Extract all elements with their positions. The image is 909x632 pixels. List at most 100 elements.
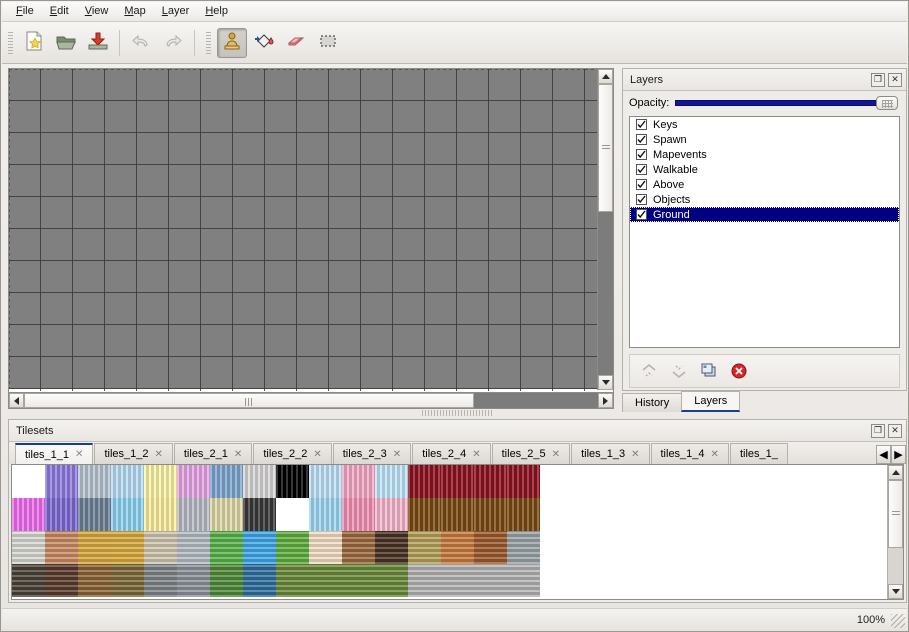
tile-swatch[interactable] bbox=[474, 531, 507, 564]
fill-bucket-tool[interactable] bbox=[249, 28, 279, 58]
tile-swatch[interactable] bbox=[243, 564, 276, 597]
layer-visibility-checkbox[interactable] bbox=[636, 164, 647, 175]
tile-swatch[interactable] bbox=[144, 564, 177, 597]
tileset-tab[interactable]: tiles_1_2 ✕ bbox=[94, 443, 173, 464]
tile-swatch[interactable] bbox=[375, 498, 408, 531]
tileset-tab[interactable]: tiles_1_3 ✕ bbox=[571, 443, 650, 464]
tile-swatch[interactable] bbox=[111, 465, 144, 498]
tile-swatch[interactable] bbox=[309, 465, 342, 498]
menu-file[interactable]: File bbox=[16, 5, 34, 17]
tile-swatch[interactable] bbox=[408, 498, 441, 531]
layer-visibility-checkbox[interactable] bbox=[636, 194, 647, 205]
map-grid[interactable] bbox=[9, 69, 599, 391]
palette-vertical-scrollbar[interactable] bbox=[887, 465, 903, 599]
move-layer-up-button[interactable] bbox=[638, 360, 660, 382]
tile-swatch[interactable] bbox=[78, 564, 111, 597]
tile-swatch[interactable] bbox=[507, 564, 540, 597]
close-icon[interactable]: ✕ bbox=[551, 448, 561, 460]
tile-swatch[interactable] bbox=[210, 498, 243, 531]
canvas-vertical-scrollbar[interactable] bbox=[597, 69, 613, 390]
tile-palette[interactable] bbox=[11, 464, 904, 600]
tileset-tab[interactable]: tiles_2_5 ✕ bbox=[491, 443, 571, 464]
tileset-tab[interactable]: tiles_2_1 ✕ bbox=[173, 443, 253, 464]
new-map-button[interactable] bbox=[19, 28, 49, 58]
tileset-tab[interactable]: tiles_1_1 ✕ bbox=[15, 443, 94, 464]
tile-swatch[interactable] bbox=[78, 531, 111, 564]
tileset-tab-truncated[interactable]: tiles_1_ bbox=[729, 443, 788, 464]
close-icon[interactable]: ✕ bbox=[75, 449, 84, 460]
tile-swatch[interactable] bbox=[474, 564, 507, 597]
layer-visibility-checkbox[interactable] bbox=[636, 119, 647, 130]
tile-swatch[interactable] bbox=[507, 498, 540, 531]
tile-swatch[interactable] bbox=[441, 465, 474, 498]
tile-swatch[interactable] bbox=[276, 531, 309, 564]
tile-swatch[interactable] bbox=[45, 465, 78, 498]
tile-swatch[interactable] bbox=[408, 465, 441, 498]
tile-swatch[interactable] bbox=[243, 465, 276, 498]
canvas-hscroll-track[interactable] bbox=[474, 393, 598, 408]
tile-swatch[interactable] bbox=[276, 465, 309, 498]
tile-swatch[interactable] bbox=[111, 498, 144, 531]
tile-swatch[interactable] bbox=[309, 531, 342, 564]
undo-button[interactable] bbox=[126, 28, 156, 58]
duplicate-layer-button[interactable] bbox=[698, 360, 720, 382]
delete-layer-button[interactable] bbox=[728, 360, 750, 382]
layer-visibility-checkbox[interactable] bbox=[636, 149, 647, 160]
tile-swatch[interactable] bbox=[177, 498, 210, 531]
tile-swatch[interactable] bbox=[276, 498, 309, 531]
tile-swatch[interactable] bbox=[111, 564, 144, 597]
tile-swatch[interactable] bbox=[210, 465, 243, 498]
palette-scroll-down-button[interactable] bbox=[888, 584, 903, 599]
close-icon[interactable]: ✕ bbox=[233, 448, 243, 460]
tile-swatch[interactable] bbox=[78, 465, 111, 498]
tile-swatch[interactable] bbox=[12, 564, 45, 597]
close-icon[interactable]: ✕ bbox=[710, 448, 719, 460]
canvas-scroll-left-button[interactable] bbox=[9, 393, 24, 408]
palette-scroll-up-button[interactable] bbox=[888, 465, 903, 480]
tile-swatch[interactable] bbox=[276, 564, 309, 597]
canvas-scroll-right-button[interactable] bbox=[598, 393, 613, 408]
tilesets-close-button[interactable]: ✕ bbox=[888, 423, 902, 438]
layers-float-button[interactable]: ❐ bbox=[871, 72, 885, 87]
tileset-tabs-next-button[interactable]: ▶ bbox=[891, 445, 906, 464]
menu-edit[interactable]: Edit bbox=[49, 5, 69, 17]
tile-swatch[interactable] bbox=[210, 564, 243, 597]
tile-swatch[interactable] bbox=[474, 498, 507, 531]
tab-layers[interactable]: Layers bbox=[681, 391, 741, 412]
layer-row-selected[interactable]: Ground bbox=[630, 207, 899, 222]
tile-swatch[interactable] bbox=[507, 465, 540, 498]
map-canvas[interactable] bbox=[8, 68, 614, 404]
menu-map[interactable]: Map bbox=[124, 5, 146, 17]
canvas-hscroll-thumb[interactable] bbox=[24, 393, 474, 408]
close-icon[interactable]: ✕ bbox=[392, 448, 402, 460]
marquee-select-tool[interactable] bbox=[313, 28, 343, 58]
tile-swatch[interactable] bbox=[342, 498, 375, 531]
menu-view[interactable]: View bbox=[84, 5, 109, 17]
tile-swatch[interactable] bbox=[210, 531, 243, 564]
tile-swatch[interactable] bbox=[243, 531, 276, 564]
tile-swatch[interactable] bbox=[342, 531, 375, 564]
tile-swatch[interactable] bbox=[111, 531, 144, 564]
tile-swatch[interactable] bbox=[441, 498, 474, 531]
tile-swatch[interactable] bbox=[375, 564, 408, 597]
tile-swatch[interactable] bbox=[375, 531, 408, 564]
close-icon[interactable]: ✕ bbox=[154, 448, 163, 460]
stamp-brush-tool[interactable] bbox=[217, 27, 247, 58]
open-map-button[interactable] bbox=[51, 28, 81, 58]
tile-swatch[interactable] bbox=[309, 564, 342, 597]
tile-swatch[interactable] bbox=[78, 498, 111, 531]
toolbar-drag-handle[interactable] bbox=[7, 29, 14, 56]
tileset-tab[interactable]: tiles_2_2 ✕ bbox=[253, 443, 332, 464]
eraser-tool[interactable] bbox=[281, 28, 311, 58]
layer-row[interactable]: Keys bbox=[630, 117, 899, 132]
opacity-slider[interactable] bbox=[675, 96, 898, 110]
close-icon[interactable]: ✕ bbox=[631, 448, 640, 460]
layer-row[interactable]: Mapevents bbox=[630, 147, 899, 162]
tile-swatch[interactable] bbox=[177, 531, 210, 564]
tile-swatch[interactable] bbox=[12, 465, 45, 498]
tile-swatch[interactable] bbox=[144, 531, 177, 564]
close-icon[interactable]: ✕ bbox=[313, 448, 322, 460]
layer-row[interactable]: Objects bbox=[630, 192, 899, 207]
close-icon[interactable]: ✕ bbox=[472, 448, 481, 460]
tile-swatch[interactable] bbox=[441, 531, 474, 564]
